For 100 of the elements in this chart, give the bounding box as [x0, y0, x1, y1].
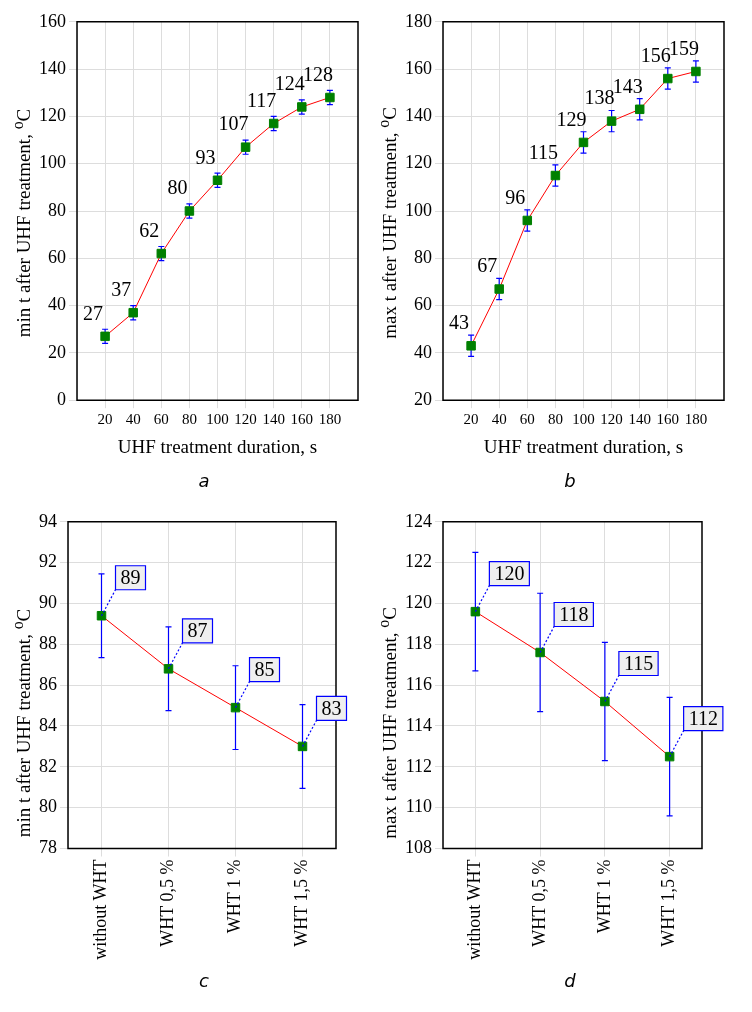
data-label: 37 [111, 277, 132, 300]
data-label: 43 [449, 311, 470, 334]
x-tick-label: WHT 0,5 % [528, 859, 549, 947]
x-tick-label: 140 [628, 411, 651, 428]
point [96, 610, 107, 621]
y-tick-label: 80 [48, 199, 66, 220]
y-tick-label: 40 [414, 341, 432, 362]
y-tick-label: 118 [405, 633, 432, 654]
y-tick-label: 78 [39, 837, 57, 858]
point [230, 702, 241, 713]
y-tick-label: 80 [414, 247, 432, 268]
y-tick-label: 20 [414, 388, 432, 409]
point [494, 284, 504, 294]
data-label: 85 [254, 657, 275, 680]
data-label: 87 [187, 619, 208, 642]
x-tick-label: 20 [463, 411, 479, 428]
y-tick-label: 114 [405, 714, 432, 735]
point [606, 116, 617, 126]
x-tick-label: WHT 0,5 % [157, 859, 178, 947]
data-label: 93 [195, 145, 216, 168]
data-label: 138 [584, 86, 615, 109]
y-tick-label: 120 [405, 592, 432, 613]
data-label: 129 [556, 107, 587, 130]
x-tick-label: 40 [491, 411, 507, 428]
y-tick-label: 180 [405, 10, 432, 31]
y-tick-label: 100 [39, 152, 66, 173]
y-tick-label: 80 [39, 796, 57, 817]
text: c [198, 970, 210, 991]
data-label: 62 [139, 218, 160, 241]
y-tick-label: 112 [405, 755, 432, 776]
data-label: 96 [505, 185, 526, 208]
x-tick-label: 120 [600, 411, 623, 428]
text: a [197, 470, 211, 491]
data-label: 120 [494, 561, 525, 584]
point [535, 647, 545, 658]
x-axis-title: UHF treatment duration, s [483, 435, 684, 457]
y-tick-label: 90 [39, 592, 57, 613]
y-tick-label: 60 [414, 294, 432, 315]
data-label: 107 [218, 112, 249, 135]
x-tick-label: 80 [181, 411, 197, 428]
x-tick-label: 100 [206, 411, 229, 428]
x-tick-label: 180 [318, 411, 342, 428]
x-axis-title: UHF treatment duration, s [117, 435, 318, 457]
y-tick-label: 160 [39, 10, 66, 31]
y-tick-label: 0 [57, 388, 66, 409]
x-tick-label: 40 [125, 411, 141, 428]
point [522, 215, 533, 226]
x-tick-label: WHT 1 % [224, 859, 245, 934]
data-label: 115 [528, 140, 559, 163]
x-tick-label: 160 [656, 411, 680, 428]
point [634, 104, 645, 115]
point [600, 696, 610, 707]
data-label: 27 [83, 301, 104, 324]
y-tick-label: 94 [39, 510, 57, 531]
x-tick-label: 100 [572, 411, 595, 428]
data-label: 67 [477, 254, 498, 277]
data-label: 83 [321, 696, 342, 719]
data-label: 117 [247, 88, 277, 111]
x-tick-label: 160 [290, 411, 314, 428]
x-tick-label: 60 [519, 411, 535, 428]
x-tick-label: 180 [684, 411, 708, 428]
y-tick-label: 120 [39, 105, 66, 126]
data-label: 156 [640, 43, 671, 66]
y-tick-label: 40 [48, 294, 66, 315]
y-tick-label: 60 [48, 247, 66, 268]
x-tick-label: WHT 1,5 % [291, 859, 312, 947]
y-tick-label: 160 [405, 57, 432, 78]
x-tick-label: 120 [234, 411, 257, 428]
y-tick-label: 92 [39, 551, 57, 572]
y-tick-label: 100 [405, 199, 432, 220]
x-tick-label: 140 [262, 411, 285, 428]
y-tick-label: 116 [405, 673, 432, 694]
x-tick-label: without WHT [464, 859, 485, 960]
y-tick-label: 110 [405, 796, 432, 817]
y-tick-label: 86 [39, 673, 57, 694]
y-tick-label: 20 [48, 341, 66, 362]
y-tick-label: 88 [39, 633, 57, 654]
y-tick-label: 140 [39, 57, 66, 78]
data-label: 80 [167, 176, 188, 199]
y-tick-label: 124 [405, 510, 432, 531]
x-tick-label: 60 [153, 411, 169, 428]
x-tick-label: 20 [97, 411, 113, 428]
x-tick-label: WHT 1 % [593, 859, 614, 934]
data-label: 112 [688, 706, 718, 729]
point [466, 341, 476, 351]
text: d [563, 970, 577, 991]
y-tick-label: 140 [405, 105, 432, 126]
point [691, 66, 701, 77]
y-tick-label: 120 [405, 152, 432, 173]
point [550, 170, 561, 181]
point [163, 664, 174, 674]
data-label: 128 [302, 62, 333, 85]
x-tick-label: 80 [547, 411, 563, 428]
data-label: 115 [623, 651, 654, 674]
point [578, 137, 589, 148]
data-label: 118 [559, 602, 589, 625]
y-tick-label: 108 [405, 837, 432, 858]
point [470, 606, 481, 617]
x-tick-label: without WHT [90, 859, 111, 960]
y-tick-label: 82 [39, 755, 57, 776]
